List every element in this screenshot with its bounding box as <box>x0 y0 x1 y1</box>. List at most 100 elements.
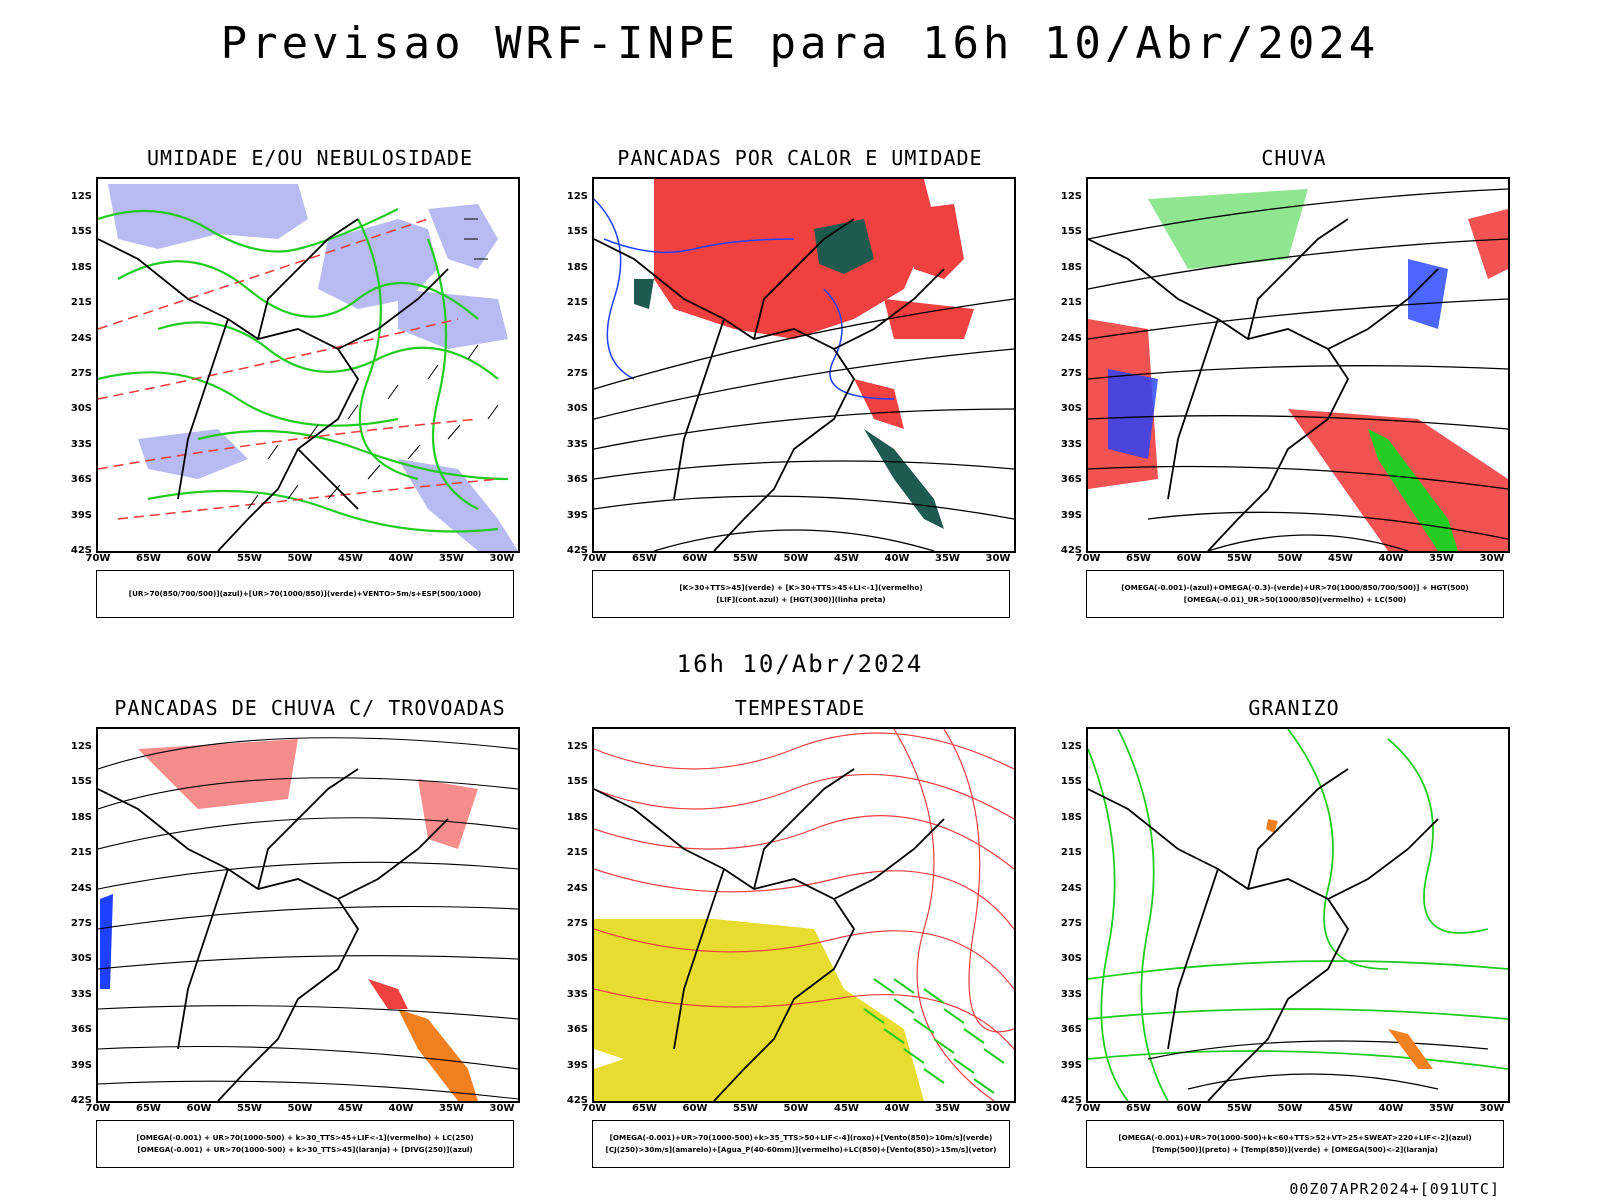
lon-tick-label: 60W <box>1176 553 1202 564</box>
lat-tick-label: 15S <box>1060 226 1082 238</box>
legend-line: [OMEGA(-0.001) + UR>70(1000-500) + k>30_… <box>137 1145 473 1154</box>
shade-yellow <box>594 919 924 1101</box>
lat-tick-label: 21S <box>1060 847 1082 859</box>
shade-blue <box>108 184 518 551</box>
lat-tick-label: 36S <box>70 1024 92 1036</box>
legend-line: [LIF](cont.azul) + [HGT(300)](linha pret… <box>716 595 886 604</box>
contours-red <box>594 729 1014 1101</box>
lon-tick-label: 45W <box>834 1103 859 1114</box>
lat-tick-label: 30S <box>566 403 588 415</box>
lat-tick-label: 42S <box>1060 545 1082 556</box>
map-chuva[interactable] <box>1086 177 1510 553</box>
map-pancadas-trovoadas[interactable] <box>96 727 520 1103</box>
lon-tick-label: 50W <box>287 553 313 564</box>
panel-title-chuva: CHUVA <box>1261 146 1327 170</box>
lon-tick-label: 35W <box>439 553 464 564</box>
lon-tick-label: 30W <box>489 1103 515 1114</box>
shade-blue <box>100 894 113 989</box>
lon-tick-label: 30W <box>985 1103 1011 1114</box>
lon-tick-label: 40W <box>388 1103 414 1114</box>
lat-tick-label: 21S <box>566 297 588 309</box>
lon-tick-label: 45W <box>338 1103 363 1114</box>
lat-tick-label: 18S <box>1060 811 1082 823</box>
panel-title-pancadas-trovoadas: PANCADAS DE CHUVA C/ TROVOADAS <box>114 696 506 720</box>
legend-pancadas-trovoadas: [OMEGA(-0.001) + UR>70(1000-500) + k>30_… <box>96 1120 514 1168</box>
lon-tick-label: 35W <box>1429 553 1454 564</box>
shade-blue <box>1108 259 1448 459</box>
lat-tick-label: 12S <box>70 191 92 202</box>
map-tempestade-canvas <box>594 729 1014 1101</box>
lon-tick-label: 60W <box>186 1103 212 1114</box>
lon-tick-label: 50W <box>1277 553 1303 564</box>
lat-tick-label: 30S <box>566 953 588 965</box>
lon-tick-label: 35W <box>1429 1103 1454 1114</box>
lon-tick-label: 70W <box>85 553 111 564</box>
lon-tick-label: 65W <box>136 553 161 564</box>
lon-tick-label: 55W <box>733 1103 758 1114</box>
map-pancadas-calor[interactable] <box>592 177 1016 553</box>
lat-tick-label: 36S <box>1060 1024 1082 1036</box>
lat-tick-label: 12S <box>1060 741 1082 752</box>
map-granizo[interactable] <box>1086 727 1510 1103</box>
lat-tick-label: 27S <box>566 368 588 379</box>
lon-tick-label: 35W <box>935 553 960 564</box>
lat-tick-label: 42S <box>566 1095 588 1106</box>
lon-tick-label: 30W <box>1479 553 1505 564</box>
lat-tick-label: 15S <box>566 226 588 238</box>
lon-tick-label: 40W <box>388 553 414 564</box>
lat-tick-label: 18S <box>1060 261 1082 273</box>
lat-tick-label: 33S <box>1060 438 1082 450</box>
lon-tick-label: 60W <box>1176 1103 1202 1114</box>
map-umidade[interactable] <box>96 177 520 553</box>
contours-red-dashed <box>98 218 499 520</box>
lat-tick-label: 33S <box>1060 988 1082 1000</box>
contours-green <box>1088 729 1508 1101</box>
lon-tick-label: 45W <box>1328 553 1353 564</box>
lon-tick-label: 60W <box>682 553 708 564</box>
hgt-contours <box>594 298 1014 551</box>
map-umidade-canvas <box>98 184 518 551</box>
lon-tick-label: 40W <box>1378 1103 1404 1114</box>
lon-tick-label: 40W <box>884 1103 910 1114</box>
shade-red <box>654 179 974 429</box>
lat-tick-label: 42S <box>566 545 588 556</box>
lon-tick-label: 45W <box>834 553 859 564</box>
lat-tick-label: 15S <box>566 776 588 788</box>
lat-tick-label: 12S <box>566 191 588 202</box>
lat-tick-label: 36S <box>566 1024 588 1036</box>
streamlines <box>98 737 518 1100</box>
lon-tick-label: 70W <box>85 1103 111 1114</box>
legend-line: [OMEGA(-0.001)+UR>70(1000-500)+k<60+TTS>… <box>1118 1133 1472 1142</box>
hgt-contours <box>1088 188 1508 551</box>
lat-tick-label: 21S <box>566 847 588 859</box>
lat-tick-label: 27S <box>70 918 92 929</box>
lat-tick-label: 15S <box>1060 776 1082 788</box>
lat-tick-label: 24S <box>566 882 588 894</box>
panel-title-granizo: GRANIZO <box>1248 696 1340 720</box>
borders <box>98 768 449 1101</box>
lon-tick-label: 45W <box>1328 1103 1353 1114</box>
map-granizo-canvas <box>1088 729 1508 1101</box>
map-pancadas-calor-canvas <box>594 179 1014 551</box>
legend-line: [K>30+TTS>45](verde) + [K>30+TTS>45+LI<-… <box>679 583 923 592</box>
lon-tick-label: 65W <box>632 1103 657 1114</box>
lon-tick-label: 70W <box>1075 1103 1101 1114</box>
lat-tick-label: 15S <box>70 226 92 238</box>
legend-line: [OMEGA(-0.001)+UR>70(1000-500)+k>35_TTS>… <box>609 1133 993 1142</box>
legend-chuva: [OMEGA(-0.001)-(azul)+OMEGA(-0.3)-(verde… <box>1086 570 1504 618</box>
lat-tick-label: 39S <box>70 1059 92 1071</box>
legend-granizo: [OMEGA(-0.001)+UR>70(1000-500)+k<60+TTS>… <box>1086 1120 1504 1168</box>
lif-blue <box>594 198 895 400</box>
lon-tick-label: 70W <box>581 553 607 564</box>
map-tempestade[interactable] <box>592 727 1016 1103</box>
lat-tick-label: 18S <box>566 811 588 823</box>
lat-tick-label: 24S <box>1060 332 1082 344</box>
legend-tempestade: [OMEGA(-0.001)+UR>70(1000-500)+k>35_TTS>… <box>592 1120 1010 1168</box>
lat-tick-label: 15S <box>70 776 92 788</box>
lon-tick-label: 60W <box>682 1103 708 1114</box>
lat-tick-label: 12S <box>70 741 92 752</box>
lat-tick-label: 21S <box>1060 297 1082 309</box>
map-pancadas-trovoadas-canvas <box>98 737 518 1101</box>
lat-tick-label: 24S <box>70 882 92 894</box>
lon-tick-label: 55W <box>1227 1103 1252 1114</box>
